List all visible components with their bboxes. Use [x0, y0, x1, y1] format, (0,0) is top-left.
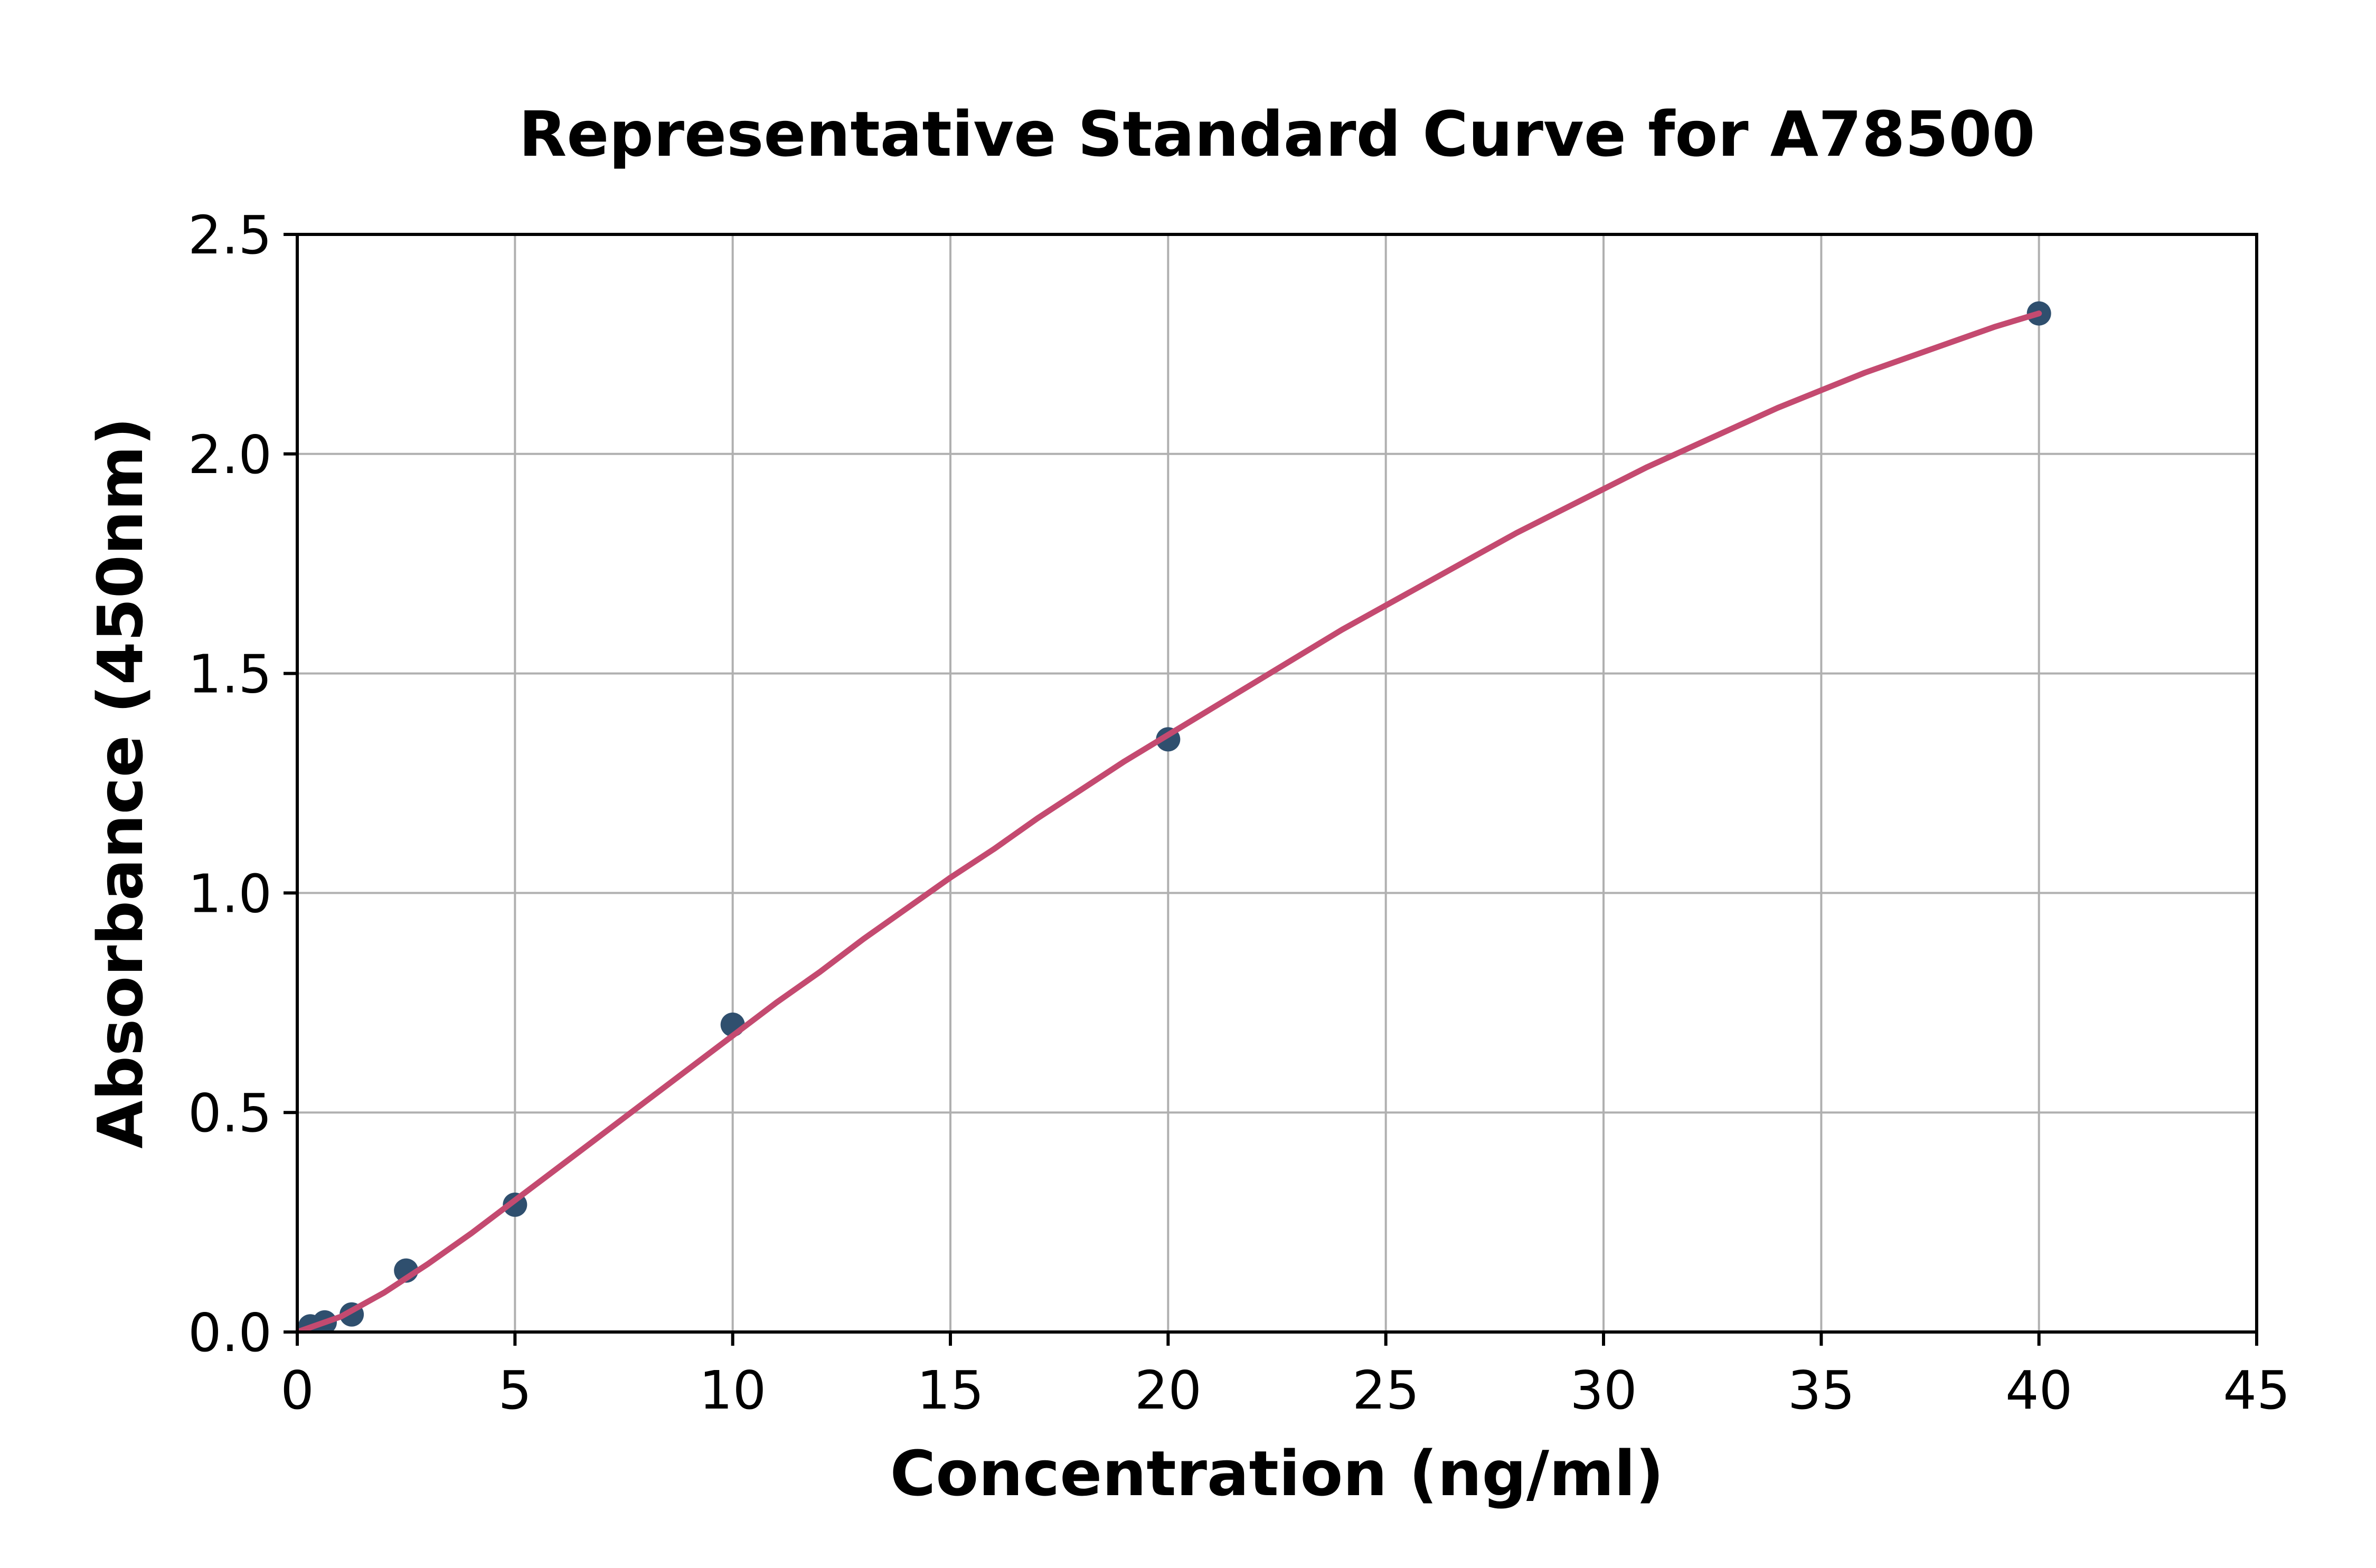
x-tick-label: 25 — [1352, 1359, 1419, 1421]
x-tick-label: 40 — [2005, 1359, 2072, 1421]
x-tick-label: 30 — [1570, 1359, 1637, 1421]
x-tick-label: 10 — [699, 1359, 766, 1421]
x-tick-label: 20 — [1135, 1359, 1202, 1421]
x-tick-label: 5 — [498, 1359, 532, 1421]
x-tick-label: 35 — [1788, 1359, 1855, 1421]
x-tick-label: 45 — [2223, 1359, 2290, 1421]
fit-curve — [297, 310, 2042, 1332]
x-tick-label: 0 — [280, 1359, 314, 1421]
data-layer — [297, 301, 2051, 1332]
y-tick-label: 1.5 — [188, 644, 272, 705]
x-tick-label: 15 — [917, 1359, 984, 1421]
y-tick-label: 0.0 — [188, 1302, 272, 1364]
y-tick-label: 0.5 — [188, 1082, 272, 1144]
x-axis-label: Concentration (ng/ml) — [890, 1437, 1664, 1510]
plot-border — [296, 233, 2258, 1334]
y-tick-label: 2.5 — [188, 204, 272, 266]
chart-title: Representative Standard Curve for A78500 — [518, 98, 2035, 171]
y-tick-label: 2.0 — [188, 424, 272, 486]
y-tick-label: 1.0 — [188, 863, 272, 924]
